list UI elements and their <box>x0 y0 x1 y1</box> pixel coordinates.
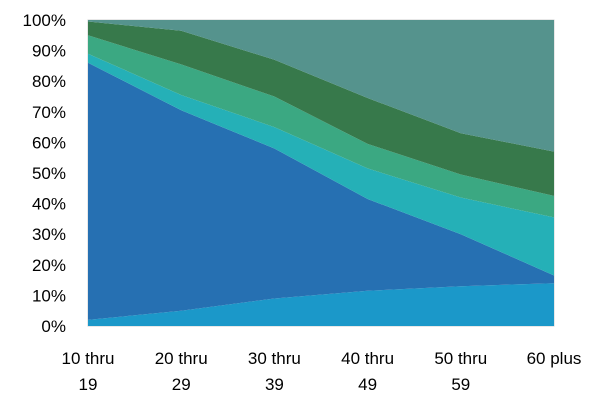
y-tick-label: 50% <box>32 164 66 183</box>
area-series-2 <box>88 62 554 320</box>
y-tick-label: 40% <box>32 195 66 214</box>
area-series-6 <box>88 20 554 152</box>
y-tick-label: 20% <box>32 256 66 275</box>
x-tick-label: 10 thru 19 <box>62 349 115 394</box>
y-tick-label: 10% <box>32 286 66 305</box>
series-areas <box>88 20 554 326</box>
y-tick-label: 90% <box>32 42 66 61</box>
area-series-4 <box>88 35 554 218</box>
x-tick-label: 50 thru 59 <box>434 349 487 394</box>
y-axis-ticks: 0% 10% 20% 30% 40% 50% 60% 70% 80% 90% 100% <box>23 11 66 336</box>
area-series-5 <box>88 21 554 196</box>
x-tick-label: 20 thru 29 <box>155 349 208 394</box>
area-series-3 <box>88 53 554 276</box>
area-series-1 <box>88 283 554 326</box>
x-tick-label: 60 plus <box>527 349 582 368</box>
y-tick-label: 60% <box>32 133 66 152</box>
y-tick-label: 80% <box>32 72 66 91</box>
y-tick-label: 0% <box>41 317 66 336</box>
y-tick-label: 70% <box>32 103 66 122</box>
x-axis-ticks: 10 thru 19 20 thru 29 30 thru 39 40 thru 49 50 t… <box>62 349 582 394</box>
y-tick-label: 100% <box>23 11 66 30</box>
y-tick-label: 30% <box>32 225 66 244</box>
x-tick-label: 40 thru 49 <box>341 349 394 394</box>
x-tick-label: 30 thru 39 <box>248 349 301 394</box>
